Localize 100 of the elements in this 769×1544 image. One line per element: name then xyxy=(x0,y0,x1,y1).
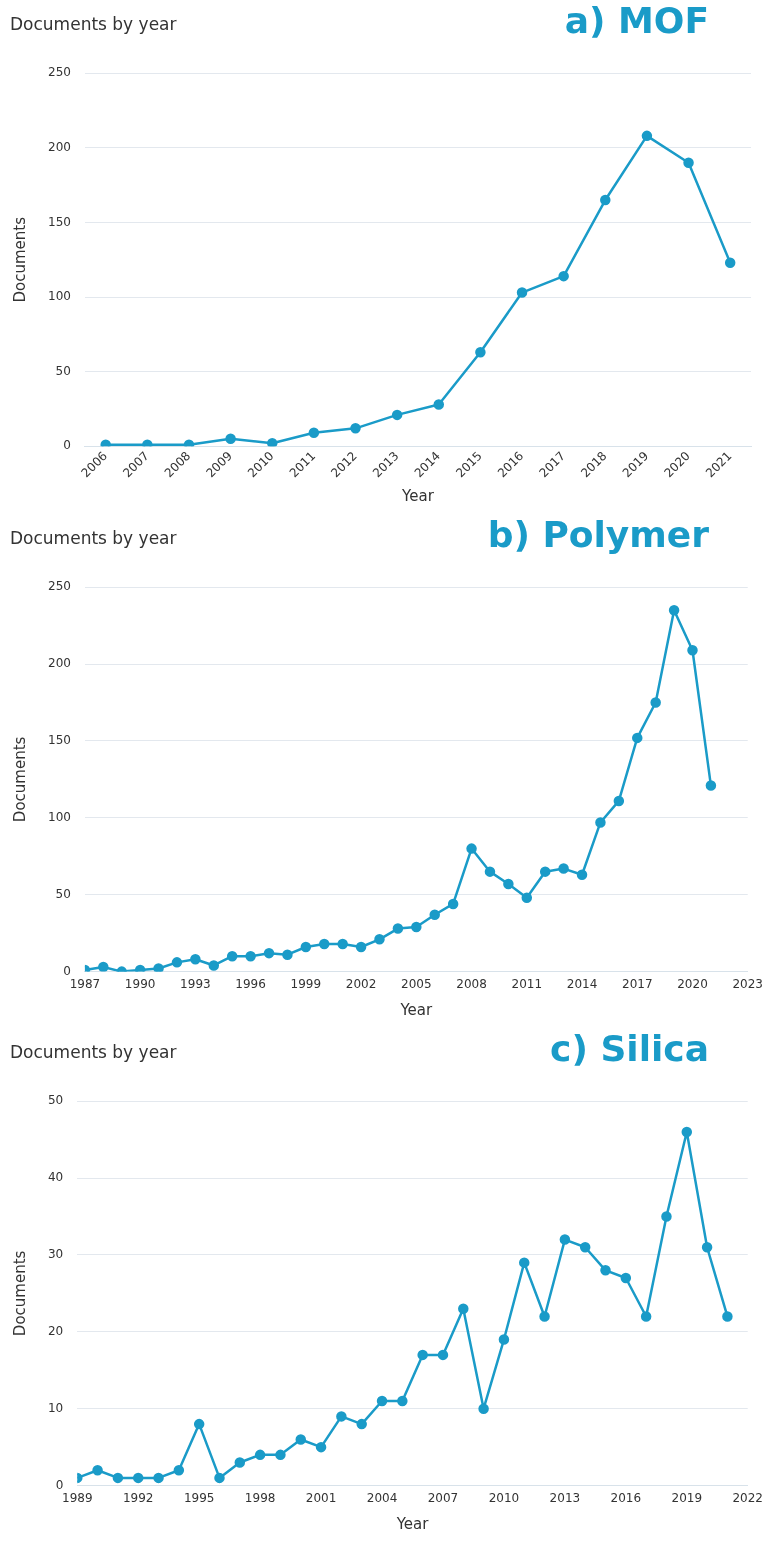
point xyxy=(558,863,569,874)
point xyxy=(466,843,477,854)
x-tick-label: 1998 xyxy=(244,1490,276,1505)
point xyxy=(295,1434,307,1445)
point xyxy=(208,960,220,971)
point xyxy=(521,892,533,904)
y-tick-label: 40 xyxy=(47,1170,64,1185)
chart-subtitle: Documents by year xyxy=(10,1042,177,1062)
point xyxy=(433,399,445,410)
point xyxy=(92,1464,103,1476)
point xyxy=(516,287,528,298)
point xyxy=(171,957,183,968)
y-tick-label: 200 xyxy=(48,139,71,154)
point xyxy=(132,1472,144,1484)
point xyxy=(374,934,385,945)
point xyxy=(539,1311,550,1322)
y-tick-label: 100 xyxy=(48,809,71,824)
point xyxy=(518,1257,530,1268)
point xyxy=(640,1311,652,1322)
x-tick-label: 2011 xyxy=(511,976,543,991)
chart-title: a) MOF xyxy=(564,0,709,41)
point xyxy=(319,938,330,950)
x-tick-label: 2017 xyxy=(621,976,653,991)
point xyxy=(417,1349,428,1361)
point xyxy=(539,866,551,877)
x-tick-label: 2002 xyxy=(345,976,377,991)
point xyxy=(600,194,611,206)
point xyxy=(263,947,275,959)
point xyxy=(632,732,643,744)
x-tick-label: 1995 xyxy=(183,1490,215,1505)
x-tick-label: 2016 xyxy=(610,1490,642,1505)
x-tick-label: 2020 xyxy=(677,976,708,991)
x-tick-label: 2022 xyxy=(732,1490,763,1505)
x-tick-label: 1990 xyxy=(124,976,156,991)
x-tick-label: 2019 xyxy=(671,1490,703,1505)
point xyxy=(397,1395,408,1407)
point xyxy=(661,1211,672,1222)
point xyxy=(392,923,404,934)
point xyxy=(214,1472,225,1484)
point xyxy=(559,1234,571,1245)
x-tick-label: 2004 xyxy=(366,1490,398,1505)
point xyxy=(355,941,367,953)
y-tick-label: 0 xyxy=(55,1477,64,1492)
point xyxy=(153,963,164,972)
y-tick-label: 50 xyxy=(47,1093,64,1108)
point xyxy=(391,409,403,421)
point xyxy=(498,1334,510,1345)
point xyxy=(112,1472,124,1484)
chart-title: b) Polymer xyxy=(487,514,709,555)
point xyxy=(600,1265,611,1276)
point xyxy=(411,921,422,933)
point xyxy=(153,1472,164,1484)
x-tick-label: 2013 xyxy=(549,1490,581,1505)
point xyxy=(683,157,694,168)
point xyxy=(266,437,278,447)
point xyxy=(558,270,569,282)
point xyxy=(336,1411,347,1422)
x-tick-label: 1996 xyxy=(235,976,266,991)
x-tick-label: 1987 xyxy=(69,976,101,991)
y-tick-label: 50 xyxy=(55,363,71,378)
y-tick-label: 0 xyxy=(63,438,71,453)
x-axis-title: Year xyxy=(395,1514,430,1533)
point xyxy=(576,869,588,880)
point xyxy=(722,1311,733,1322)
x-tick-label: 2005 xyxy=(401,976,432,991)
point xyxy=(687,644,698,656)
point xyxy=(300,941,312,953)
point xyxy=(484,866,496,877)
point xyxy=(100,439,111,447)
chart-subtitle: Documents by year xyxy=(10,14,177,34)
point xyxy=(315,1441,327,1453)
point xyxy=(282,949,293,960)
point xyxy=(275,1449,286,1461)
y-tick-label: 250 xyxy=(48,579,71,594)
chart-title: c) Silica xyxy=(550,1028,709,1069)
point xyxy=(350,423,361,434)
point xyxy=(579,1242,591,1253)
x-tick-label: 2007 xyxy=(427,1490,459,1505)
y-tick-label: 200 xyxy=(48,656,71,671)
point xyxy=(245,950,256,962)
point xyxy=(475,346,486,358)
y-tick-label: 150 xyxy=(48,733,71,748)
y-tick-label: 50 xyxy=(55,886,71,901)
x-axis-title: Year xyxy=(401,486,435,505)
y-tick-label: 20 xyxy=(47,1323,64,1338)
y-tick-label: 30 xyxy=(47,1247,64,1262)
point xyxy=(234,1457,246,1468)
y-axis-title: Documents xyxy=(10,216,29,303)
x-tick-label: 2014 xyxy=(566,976,598,991)
point xyxy=(226,950,238,962)
x-tick-label: 1989 xyxy=(62,1490,93,1505)
x-tick-label: 1992 xyxy=(122,1490,154,1505)
y-tick-label: 250 xyxy=(48,65,71,80)
y-tick-label: 150 xyxy=(48,214,71,229)
point xyxy=(337,938,348,950)
point xyxy=(193,1418,205,1430)
x-tick-label: 1993 xyxy=(180,976,211,991)
point xyxy=(595,817,606,828)
point xyxy=(650,697,661,708)
point xyxy=(620,1272,632,1284)
